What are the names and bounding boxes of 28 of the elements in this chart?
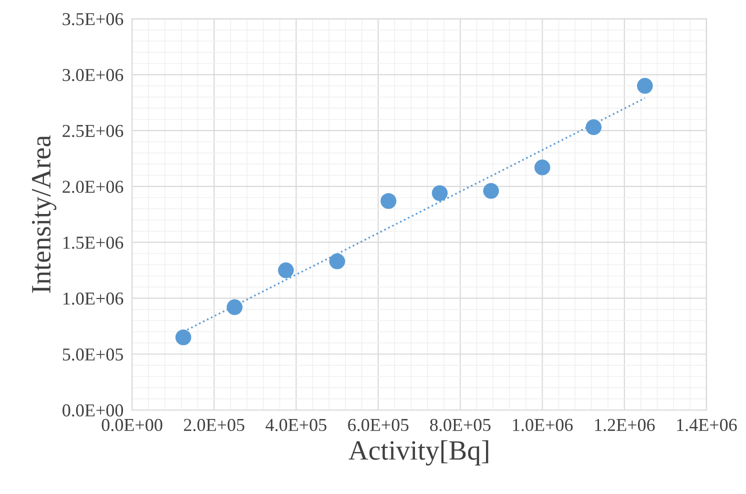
y-tick-label: 1.0E+06 [63,292,124,305]
point [432,185,448,202]
x-tick-label: 8.0E+05 [430,418,490,432]
point [637,78,653,94]
y-tick-label: 2.0E+06 [62,180,124,193]
x-tick-label: 1.0E+06 [513,418,573,432]
point [483,183,499,199]
point [534,160,550,176]
y-tick-label: 5.0E+05 [62,348,124,361]
x-tick-label: 6.0E+05 [348,418,408,432]
point [278,262,294,278]
y-tick-label: 1.5E+06 [63,236,124,249]
y-axis-title: Intensity/Area [32,135,56,293]
x-tick-label: 1.4E+06 [677,418,737,432]
point [226,299,243,316]
y-tick-label: 2.5E+06 [62,124,124,138]
y-tick-label: 3.5E+06 [62,13,124,26]
y-tick-label: 0.0E+00 [62,404,124,417]
x-axis-title: Activity[Bq] [348,440,488,466]
point [586,119,602,136]
x-tick-label: 0.0E+00 [102,418,162,432]
y-tick-label: 3.0E+06 [62,68,124,82]
point [175,329,192,346]
point [380,193,396,209]
x-tick-label: 2.0E+05 [184,418,244,432]
x-tick-label: 4.0E+05 [266,418,326,432]
point [329,253,346,270]
x-tick-label: 1.2E+06 [595,418,655,432]
